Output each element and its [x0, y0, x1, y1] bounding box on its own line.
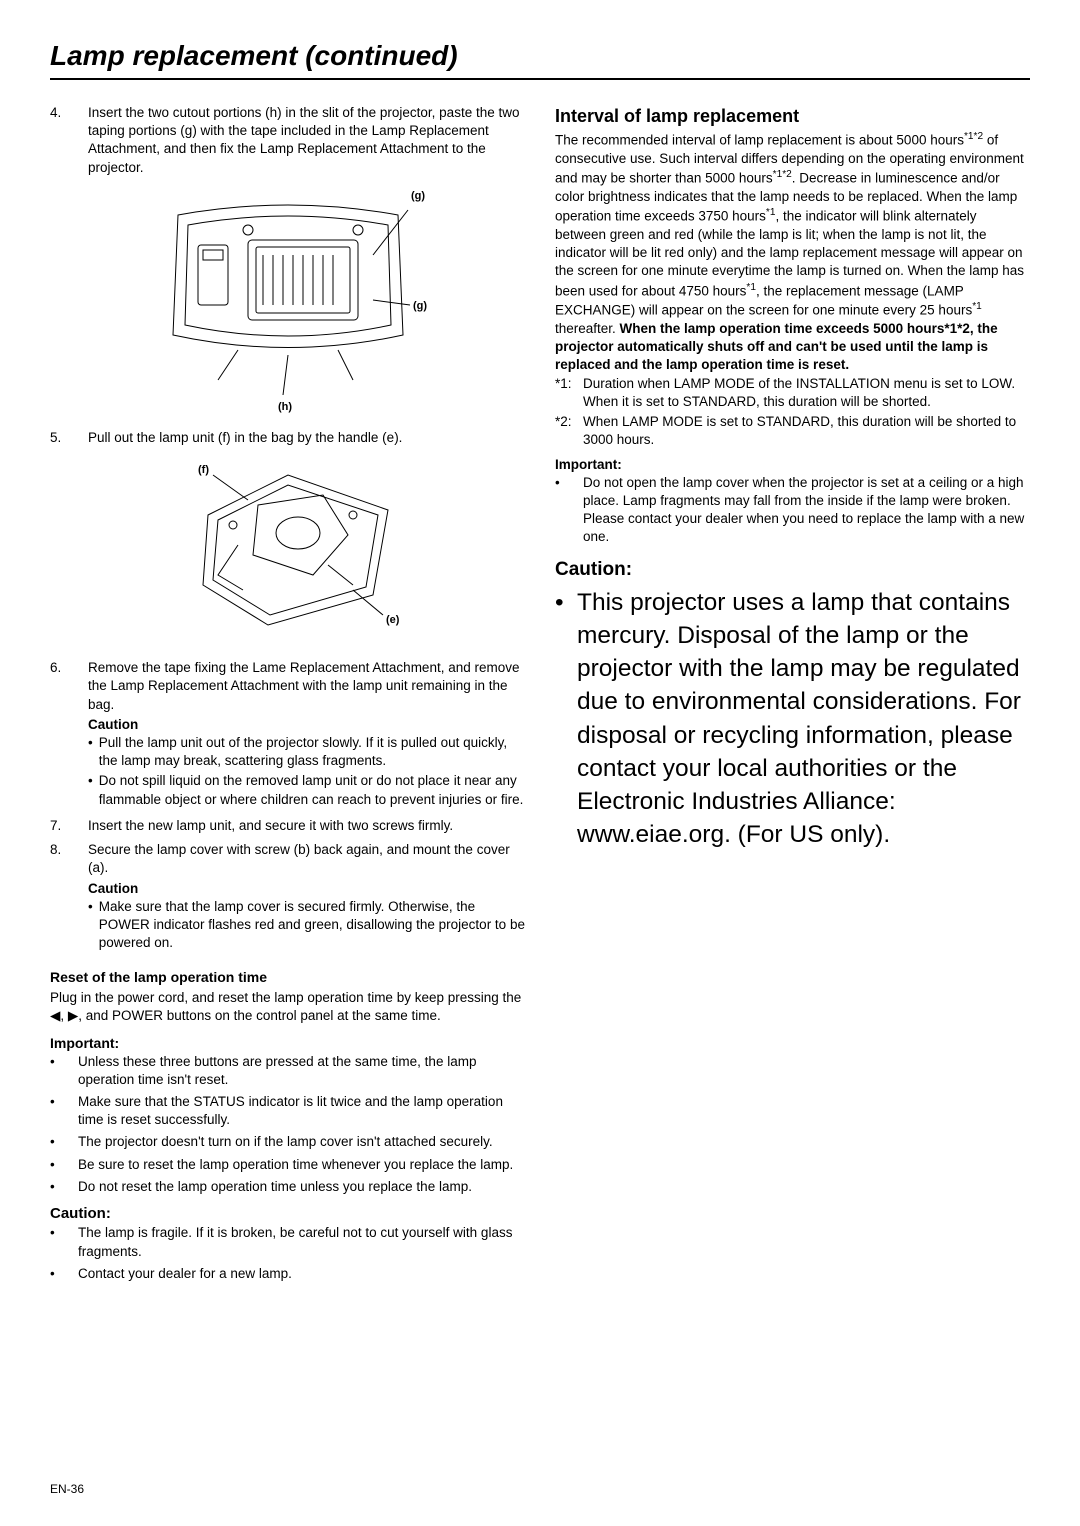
label-h: (h) — [278, 401, 292, 413]
bullet-dot: • — [50, 1265, 78, 1283]
step-7: 7. Insert the new lamp unit, and secure … — [50, 817, 525, 835]
right-important-bullets: • Do not open the lamp cover when the pr… — [555, 474, 1030, 547]
bullet-dot: • — [50, 1224, 78, 1260]
bullet-text: The lamp is fragile. If it is broken, be… — [78, 1224, 525, 1260]
step-8: 8. Secure the lamp cover with screw (b) … — [50, 841, 525, 954]
caution-label: Caution — [88, 880, 525, 898]
step-5: 5. Pull out the lamp unit (f) in the bag… — [50, 429, 525, 447]
step-body: Remove the tape fixing the Lame Replacem… — [88, 659, 525, 811]
sup: *1*2 — [773, 169, 792, 180]
interval-text: The recommended interval of lamp replace… — [555, 133, 964, 148]
right-column: Interval of lamp replacement The recomme… — [555, 104, 1030, 1287]
step-number: 6. — [50, 659, 88, 811]
mercury-text: This projector uses a lamp that contains… — [577, 586, 1030, 851]
bullet-dot: • — [555, 474, 583, 547]
bullet-text: Do not reset the lamp operation time unl… — [78, 1178, 525, 1196]
bullet-dot: • — [50, 1178, 78, 1196]
interval-paragraph: The recommended interval of lamp replace… — [555, 130, 1030, 374]
reset-paragraph: Plug in the power cord, and reset the la… — [50, 989, 525, 1025]
footnote-text: Duration when LAMP MODE of the INSTALLAT… — [583, 375, 1030, 411]
step8-bullets: Make sure that the lamp cover is secured… — [88, 898, 525, 953]
diagram-attachment: (g) (g) (h) — [50, 185, 525, 415]
bullet-dot: • — [50, 1133, 78, 1151]
step-number: 7. — [50, 817, 88, 835]
bullet-text: Be sure to reset the lamp operation time… — [78, 1156, 525, 1174]
bullet-text: Make sure that the lamp cover is secured… — [99, 898, 525, 953]
footnote-2: *2: When LAMP MODE is set to STANDARD, t… — [555, 413, 1030, 449]
bullet-line2: Please contact your dealer when you need… — [583, 511, 1024, 544]
step-text: Secure the lamp cover with screw (b) bac… — [88, 842, 510, 875]
bullet-dot: • — [50, 1156, 78, 1174]
mercury-notice: • This projector uses a lamp that contai… — [555, 586, 1030, 851]
step-6: 6. Remove the tape fixing the Lame Repla… — [50, 659, 525, 811]
step-text: Insert the two cutout portions (h) in th… — [88, 104, 525, 177]
step-text: Insert the new lamp unit, and secure it … — [88, 817, 525, 835]
important-bullets: •Unless these three buttons are pressed … — [50, 1053, 525, 1197]
step-4: 4. Insert the two cutout portions (h) in… — [50, 104, 525, 177]
bullet-text: Pull the lamp unit out of the projector … — [99, 734, 525, 770]
step-number: 4. — [50, 104, 88, 177]
footnote-mark: *2: — [555, 413, 583, 449]
caution-heading: Caution: — [50, 1204, 525, 1224]
caution-heading: Caution: — [555, 557, 1030, 583]
step-body: Secure the lamp cover with screw (b) bac… — [88, 841, 525, 954]
step-number: 5. — [50, 429, 88, 447]
bullet-text: Contact your dealer for a new lamp. — [78, 1265, 525, 1283]
label-f: (f) — [198, 464, 209, 476]
label-g2: (g) — [413, 300, 427, 312]
label-e: (e) — [386, 614, 400, 626]
left-column: 4. Insert the two cutout portions (h) in… — [50, 104, 525, 1287]
bullet-line1: Do not open the lamp cover when the proj… — [583, 475, 1024, 508]
sup: *1 — [972, 301, 982, 312]
bullet-dot: • — [50, 1053, 78, 1089]
bullet-text: Do not spill liquid on the removed lamp … — [99, 772, 525, 808]
interval-bold: When the lamp operation time exceeds 500… — [555, 321, 998, 372]
bullet-dot: • — [555, 586, 577, 851]
bullet-dot: • — [50, 1093, 78, 1129]
diagram-lamp-unit: (f) (e) — [50, 455, 525, 645]
footnote-mark: *1: — [555, 375, 583, 411]
bullet-text: Make sure that the STATUS indicator is l… — [78, 1093, 525, 1129]
sup: *1 — [746, 282, 756, 293]
sup: *1*2 — [964, 131, 983, 142]
important-heading: Important: — [50, 1034, 525, 1053]
step-number: 8. — [50, 841, 88, 954]
bullet-text: The projector doesn't turn on if the lam… — [78, 1133, 525, 1151]
step-text: Pull out the lamp unit (f) in the bag by… — [88, 429, 525, 447]
footnote-1: *1: Duration when LAMP MODE of the INSTA… — [555, 375, 1030, 411]
reset-heading: Reset of the lamp operation time — [50, 968, 525, 987]
bullet-text: Unless these three buttons are pressed a… — [78, 1053, 525, 1089]
two-column-layout: 4. Insert the two cutout portions (h) in… — [50, 104, 1030, 1287]
footnote-text: When LAMP MODE is set to STANDARD, this … — [583, 413, 1030, 449]
caution-bullets: •The lamp is fragile. If it is broken, b… — [50, 1224, 525, 1283]
interval-heading: Interval of lamp replacement — [555, 104, 1030, 128]
interval-text: thereafter. — [555, 321, 620, 336]
page-number: EN-36 — [50, 1482, 84, 1496]
page-title: Lamp replacement (continued) — [50, 40, 1030, 80]
bullet-text: Do not open the lamp cover when the proj… — [583, 474, 1030, 547]
step-text: Remove the tape fixing the Lame Replacem… — [88, 660, 520, 711]
step6-bullets: Pull the lamp unit out of the projector … — [88, 734, 525, 809]
caution-label: Caution — [88, 716, 525, 734]
label-g1: (g) — [411, 190, 425, 202]
important-heading: Important: — [555, 456, 1030, 474]
